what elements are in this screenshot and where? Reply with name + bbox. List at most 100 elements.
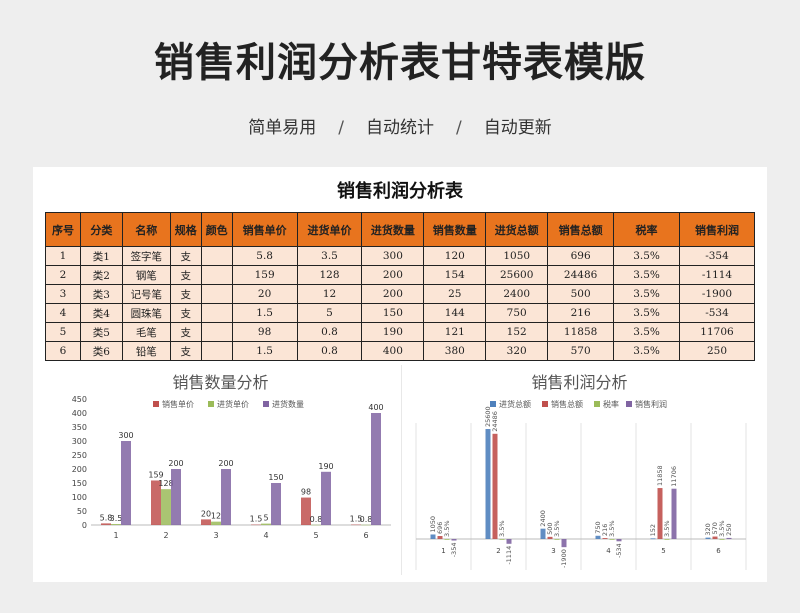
table-cell[interactable]: 3.5 [296,246,363,266]
table-cell[interactable]: 3.5% [613,284,680,304]
table-cell[interactable]: 2 [45,265,81,285]
table-cell[interactable]: 500 [547,284,615,304]
table-cell[interactable]: 2400 [485,284,549,304]
table-cell[interactable]: 24486 [547,265,615,285]
y-tick-label: 400 [72,409,87,418]
table-cell[interactable]: 5 [45,322,81,342]
table-cell[interactable]: 毛笔 [121,322,171,342]
data-label: 3.5% [608,520,616,537]
table-cell[interactable]: 3.5% [613,303,680,323]
data-label: 750 [594,521,602,533]
table-cell[interactable]: 3.5% [613,246,680,266]
table-cell[interactable] [200,284,233,304]
table-cell[interactable]: 11858 [547,322,615,342]
x-tick-label: 5 [661,547,665,555]
table-cell[interactable]: 150 [361,303,425,323]
table-cell[interactable]: 320 [485,341,549,361]
column-header: 规格 [169,212,202,247]
table-cell[interactable]: 1.5 [231,341,298,361]
bar [664,538,670,540]
table-cell[interactable]: 120 [423,246,487,266]
table-cell[interactable]: 支 [169,341,202,361]
table-cell[interactable]: 钢笔 [121,265,171,285]
table-cell[interactable]: 128 [296,265,363,285]
table-cell[interactable]: 3 [45,284,81,304]
table-cell[interactable]: 0.8 [296,322,363,342]
table-cell[interactable]: 类1 [79,246,123,266]
bar [161,489,171,525]
table-cell[interactable]: 154 [423,265,487,285]
data-label: 128 [158,479,173,488]
table-cell[interactable] [200,341,233,361]
table-cell[interactable]: 签字笔 [121,246,171,266]
x-tick-label: 3 [551,547,555,555]
table-cell[interactable]: 6 [45,341,81,361]
table-cell[interactable]: 380 [423,341,487,361]
bar [540,528,546,539]
table-cell[interactable]: 20 [231,284,298,304]
table-cell[interactable]: 200 [361,284,425,304]
table-cell[interactable]: 12 [296,284,363,304]
table-cell[interactable]: -534 [678,303,756,323]
table-cell[interactable]: 300 [361,246,425,266]
table-cell[interactable]: -1114 [678,265,756,285]
table-cell[interactable]: 200 [361,265,425,285]
table-cell[interactable]: 11706 [678,322,756,342]
data-label: 5 [263,514,268,523]
table-cell[interactable]: 750 [485,303,549,323]
table-cell[interactable]: -354 [678,246,756,266]
table-cell[interactable] [200,265,233,285]
table-cell[interactable]: 25600 [485,265,549,285]
table-cell[interactable]: 记号笔 [121,284,171,304]
table-cell[interactable]: 圆珠笔 [121,303,171,323]
table-cell[interactable]: 支 [169,303,202,323]
table-cell[interactable]: 1 [45,246,81,266]
column-header: 税率 [613,212,680,247]
bar [251,524,261,526]
table-cell[interactable]: 400 [361,341,425,361]
table-cell[interactable]: 类2 [79,265,123,285]
data-label: 3.5% [663,520,671,537]
table-cell[interactable]: 类4 [79,303,123,323]
table-cell[interactable]: 216 [547,303,615,323]
table-cell[interactable]: 570 [547,341,615,361]
data-label: 12 [211,512,221,521]
table-cell[interactable]: 支 [169,322,202,342]
column-header: 进货总额 [485,212,549,247]
table-cell[interactable] [200,322,233,342]
table-cell[interactable]: 1.5 [231,303,298,323]
y-tick-label: 300 [72,437,87,446]
table-cell[interactable]: 类6 [79,341,123,361]
table-cell[interactable]: 类3 [79,284,123,304]
table-cell[interactable]: 98 [231,322,298,342]
table-cell[interactable] [200,246,233,266]
table-cell[interactable]: 支 [169,284,202,304]
table-cell[interactable]: 支 [169,246,202,266]
table-cell[interactable]: -1900 [678,284,756,304]
table-cell[interactable]: 1050 [485,246,549,266]
table-cell[interactable]: 铅笔 [121,341,171,361]
table-cell[interactable]: 5 [296,303,363,323]
column-header: 名称 [121,212,171,247]
table-cell[interactable] [200,303,233,323]
table-cell[interactable]: 3.5% [613,341,680,361]
table-cell[interactable]: 3.5% [613,322,680,342]
table-cell[interactable]: 121 [423,322,487,342]
table-cell[interactable]: 190 [361,322,425,342]
table-cell[interactable]: 144 [423,303,487,323]
table-cell[interactable]: 4 [45,303,81,323]
table-cell[interactable]: 696 [547,246,615,266]
table-cell[interactable]: 类5 [79,322,123,342]
table-cell[interactable]: 0.8 [296,341,363,361]
table-cell[interactable]: 159 [231,265,298,285]
table-cell[interactable]: 3.5% [613,265,680,285]
tag-auto-update: 自动更新 [483,118,552,138]
bar [371,413,381,525]
table-cell[interactable]: 支 [169,265,202,285]
bar [547,536,553,539]
data-label: 20 [201,509,211,518]
table-cell[interactable]: 152 [485,322,549,342]
table-cell[interactable]: 5.8 [231,246,298,266]
table-cell[interactable]: 250 [678,341,756,361]
table-cell[interactable]: 25 [423,284,487,304]
